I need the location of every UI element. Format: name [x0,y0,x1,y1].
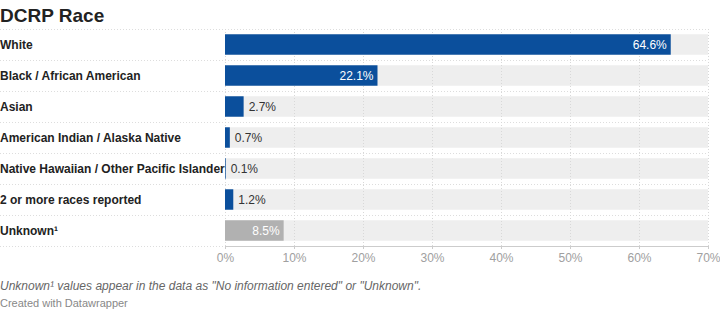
tick-label: 40% [489,251,513,265]
category-labels: White Black / African American Asian Americ… [0,38,225,238]
data-label: 64.6% [633,38,667,52]
data-label: 8.5% [252,224,280,238]
tick: 40% [489,246,513,265]
tick: 10% [282,246,306,265]
grid-line [639,29,640,246]
tick-label: 0% [217,251,235,265]
tick-label: 20% [351,251,375,265]
data-labels: 64.6% 22.1% 2.7% 0.7% 0.1% 1.2% 8.5% [231,38,667,238]
row-separator [0,122,708,123]
category-label: Native Hawaiian / Other Pacific Islander [0,162,225,176]
bar [225,127,230,147]
row-separator [0,29,708,30]
category-label: Asian [0,100,33,114]
grid-line [708,29,709,246]
category-label: American Indian / Alaska Native [0,131,181,145]
bar-track [225,127,708,147]
bar-track [225,158,708,178]
row-separator [0,91,708,92]
bar-track [225,189,708,209]
credit: Created with Datawrapper [0,297,128,309]
tick: 60% [627,246,651,265]
bar [225,189,233,209]
grid-line [294,29,295,246]
x-axis: 0% 10% 20% 30% 40% 50% 60% 70% [217,246,720,265]
grid-line [570,29,571,246]
footnote: Unknown¹ values appear in the data as "N… [0,279,421,293]
category-label: White [0,38,33,52]
grid-line [432,29,433,246]
data-label: 1.2% [238,193,266,207]
chart: DCRP Race White Black / African American As… [0,0,720,311]
tick: 50% [558,246,582,265]
bar-track [225,220,708,240]
bar-tracks [225,34,708,240]
tick-label: 60% [627,251,651,265]
bar [225,96,244,116]
tick-label: 10% [282,251,306,265]
tick-mark [225,246,226,249]
bar [225,158,226,178]
grid-line [363,29,364,246]
row-separators [0,30,708,247]
bar [225,34,671,54]
row-separator [0,60,708,61]
title: DCRP Race [0,5,104,26]
data-label: 0.1% [231,162,259,176]
tick-label: 50% [558,251,582,265]
bar-track [225,34,708,54]
bar [225,220,284,240]
row-separator [0,153,708,154]
tick-mark [570,246,571,249]
grid [226,29,709,246]
row-separator [0,184,708,185]
category-label: Black / African American [0,69,141,83]
category-label: 2 or more races reported [0,193,141,207]
tick-mark [294,246,295,249]
tick-mark [432,246,433,249]
tick-mark [708,246,709,249]
annotations: Unknown¹ values appear in the data as "N… [0,279,421,309]
tick-label: 70% [696,251,720,265]
tick: 0% [217,246,235,265]
data-label: 2.7% [249,100,277,114]
tick-mark [363,246,364,249]
data-label: 22.1% [339,69,373,83]
tick: 30% [420,246,444,265]
tick: 70% [696,246,720,265]
bar-track [225,65,708,85]
bar-track [225,96,708,116]
tick-mark [639,246,640,249]
row-separator [0,215,708,216]
grid-line [501,29,502,246]
axis-line [226,247,709,250]
bar [225,65,377,85]
data-label: 0.7% [235,131,263,145]
tick-mark [501,246,502,249]
bars [225,34,671,240]
tick: 20% [351,246,375,265]
category-label: Unknown¹ [0,224,58,238]
tick-label: 30% [420,251,444,265]
